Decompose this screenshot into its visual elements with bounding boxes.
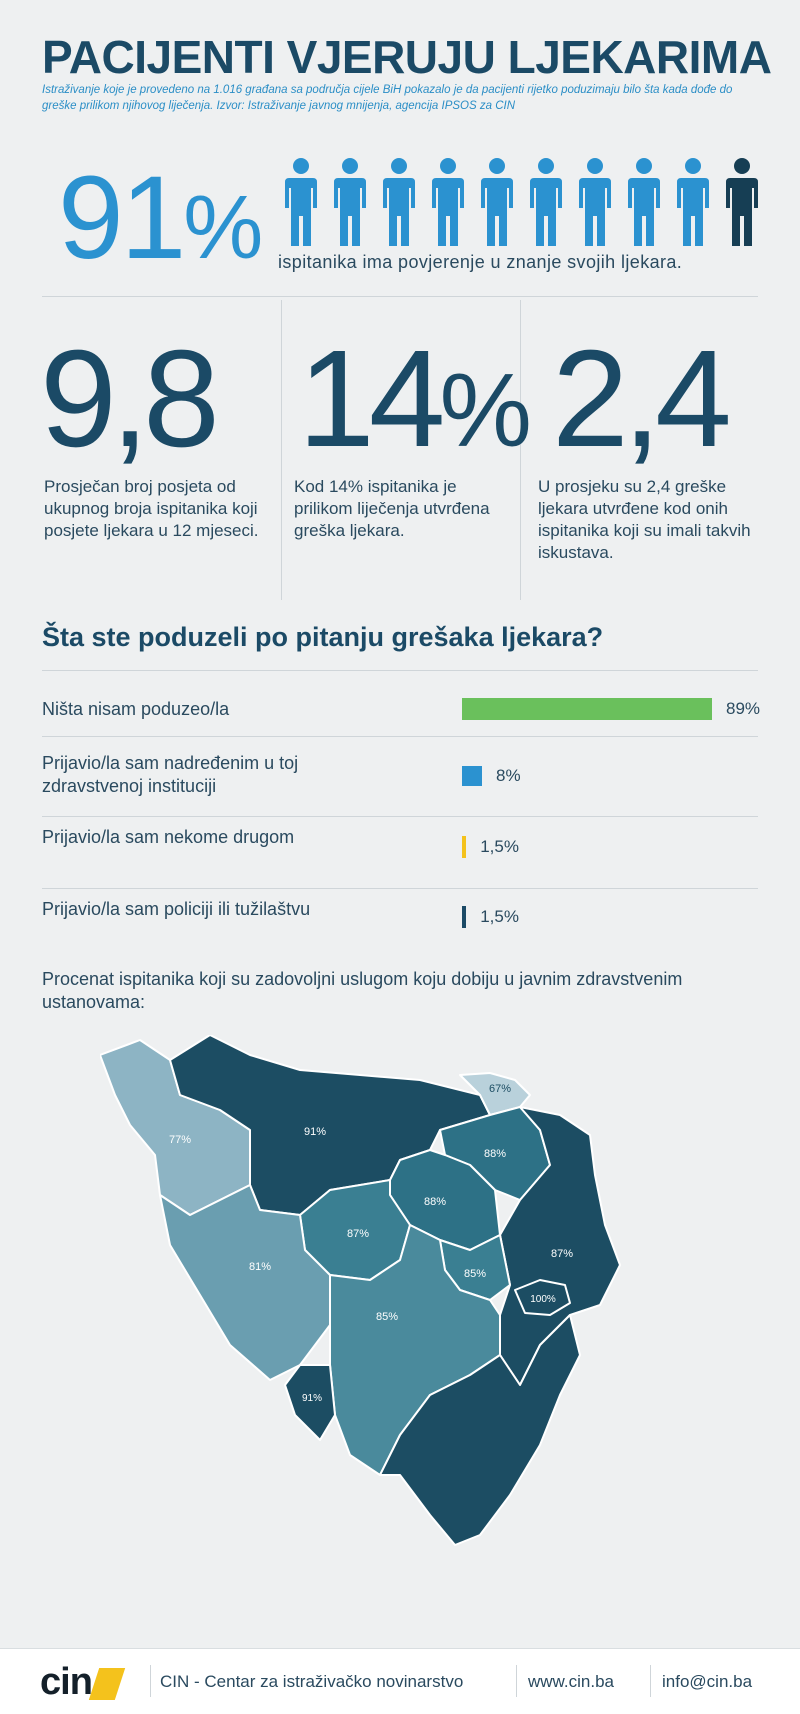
person-icon [579, 158, 611, 246]
person-icon [628, 158, 660, 246]
answer-row: Prijavio/la sam nadređenim u toj zdravst… [42, 752, 762, 812]
divider [42, 816, 758, 817]
answer-row: Prijavio/la sam policiji ili tužilaštvu … [42, 898, 762, 958]
stat-average-errors-value: 2,4 [552, 322, 732, 476]
map-region-label: 77% [169, 1134, 191, 1146]
map-region-label: 91% [302, 1393, 322, 1404]
divider [650, 1665, 651, 1697]
stat-visits: 9,8 [40, 330, 220, 468]
map-region-label: 88% [484, 1148, 506, 1160]
stat-average-errors-description: U prosjeku su 2,4 greške ljekara utvrđen… [538, 477, 751, 562]
page-subtitle: Istraživanje koje je provedeno na 1.016 … [42, 84, 733, 112]
stat-errors-value: 14 [298, 322, 445, 476]
cin-logo: cin [40, 1661, 140, 1703]
person-icon [383, 158, 415, 246]
divider [516, 1665, 517, 1697]
people-icon-row [285, 158, 758, 246]
stat-visits-value: 9,8 [40, 322, 220, 476]
map-region-label: 87% [347, 1228, 369, 1240]
answer-row: Prijavio/la sam nekome drugom 1,5% [42, 826, 762, 886]
answer-value: 8% [496, 766, 521, 785]
answer-value: 1,5% [480, 907, 519, 926]
answer-label: Ništa nisam poduzeo/la [42, 699, 230, 719]
stat-visits-description: Prosječan broj posjeta od ukupnog broja … [44, 477, 259, 540]
divider [42, 296, 758, 297]
map-region-label: 81% [249, 1261, 271, 1273]
trust-stat-text: ispitanika ima povjerenje u znanje svoji… [278, 252, 683, 272]
divider [42, 736, 758, 737]
map-region-label: 88% [424, 1196, 446, 1208]
map-region-label: 100% [530, 1294, 556, 1305]
trust-stat: 91% [58, 150, 263, 286]
answer-row: Ništa nisam poduzeo/la 89% [42, 698, 762, 748]
map-region-label: 91% [304, 1126, 326, 1138]
footer: cin CIN - Centar za istraživačko novinar… [0, 1648, 800, 1714]
divider [520, 300, 521, 600]
page-title: PACIJENTI VJERUJU LJEKARIMA [42, 31, 772, 83]
answer-value: 1,5% [480, 837, 519, 856]
bih-satisfaction-map: 77% 91% 67% 88% 88% 87% 87% 81% 85% 85% … [100, 1035, 621, 1546]
answer-bar [462, 906, 467, 928]
answer-label: Prijavio/la sam policiji ili tužilaštvu [42, 899, 311, 919]
divider [42, 888, 758, 889]
question-title: Šta ste poduzeli po pitanju grešaka ljek… [42, 622, 604, 652]
divider [281, 300, 282, 600]
footer-website-link[interactable]: www.cin.ba [528, 1672, 614, 1691]
answer-value: 89% [726, 699, 761, 718]
person-icon [677, 158, 709, 246]
map-region [284, 1364, 336, 1441]
person-icon [285, 158, 317, 246]
answer-label: Prijavio/la sam nadređenim u toj zdravst… [42, 753, 299, 796]
answer-bar [462, 836, 467, 858]
trust-stat-value: 91 [58, 152, 186, 284]
person-icon [530, 158, 562, 246]
answer-bar [462, 698, 712, 720]
trust-stat-unit: % [183, 178, 263, 278]
person-icon [432, 158, 464, 246]
stat-errors: 14% [298, 330, 532, 469]
person-icon [334, 158, 366, 246]
person-icon [481, 158, 513, 246]
answer-bar [462, 766, 482, 786]
map-region-label: 87% [551, 1248, 573, 1260]
stat-errors-unit: % [439, 353, 532, 469]
map-region [514, 1279, 571, 1316]
person-icon [726, 158, 758, 246]
stat-errors-description: Kod 14% ispitanika je prilikom liječenja… [294, 477, 490, 540]
divider [150, 1665, 151, 1697]
map-region [379, 1314, 581, 1546]
footer-email-link[interactable]: info@cin.ba [662, 1672, 753, 1691]
map-region-label: 85% [464, 1268, 486, 1280]
map-intro: Procenat ispitanika koji su zadovoljni u… [42, 969, 683, 1012]
answer-label: Prijavio/la sam nekome drugom [42, 827, 295, 847]
divider [42, 670, 758, 671]
map-region-label: 67% [489, 1083, 511, 1095]
map-region [459, 1072, 531, 1116]
map-region-label: 85% [376, 1311, 398, 1323]
footer-organization: CIN - Centar za istraživačko novinarstvo [160, 1672, 464, 1691]
stat-average-errors: 2,4 [552, 330, 732, 468]
